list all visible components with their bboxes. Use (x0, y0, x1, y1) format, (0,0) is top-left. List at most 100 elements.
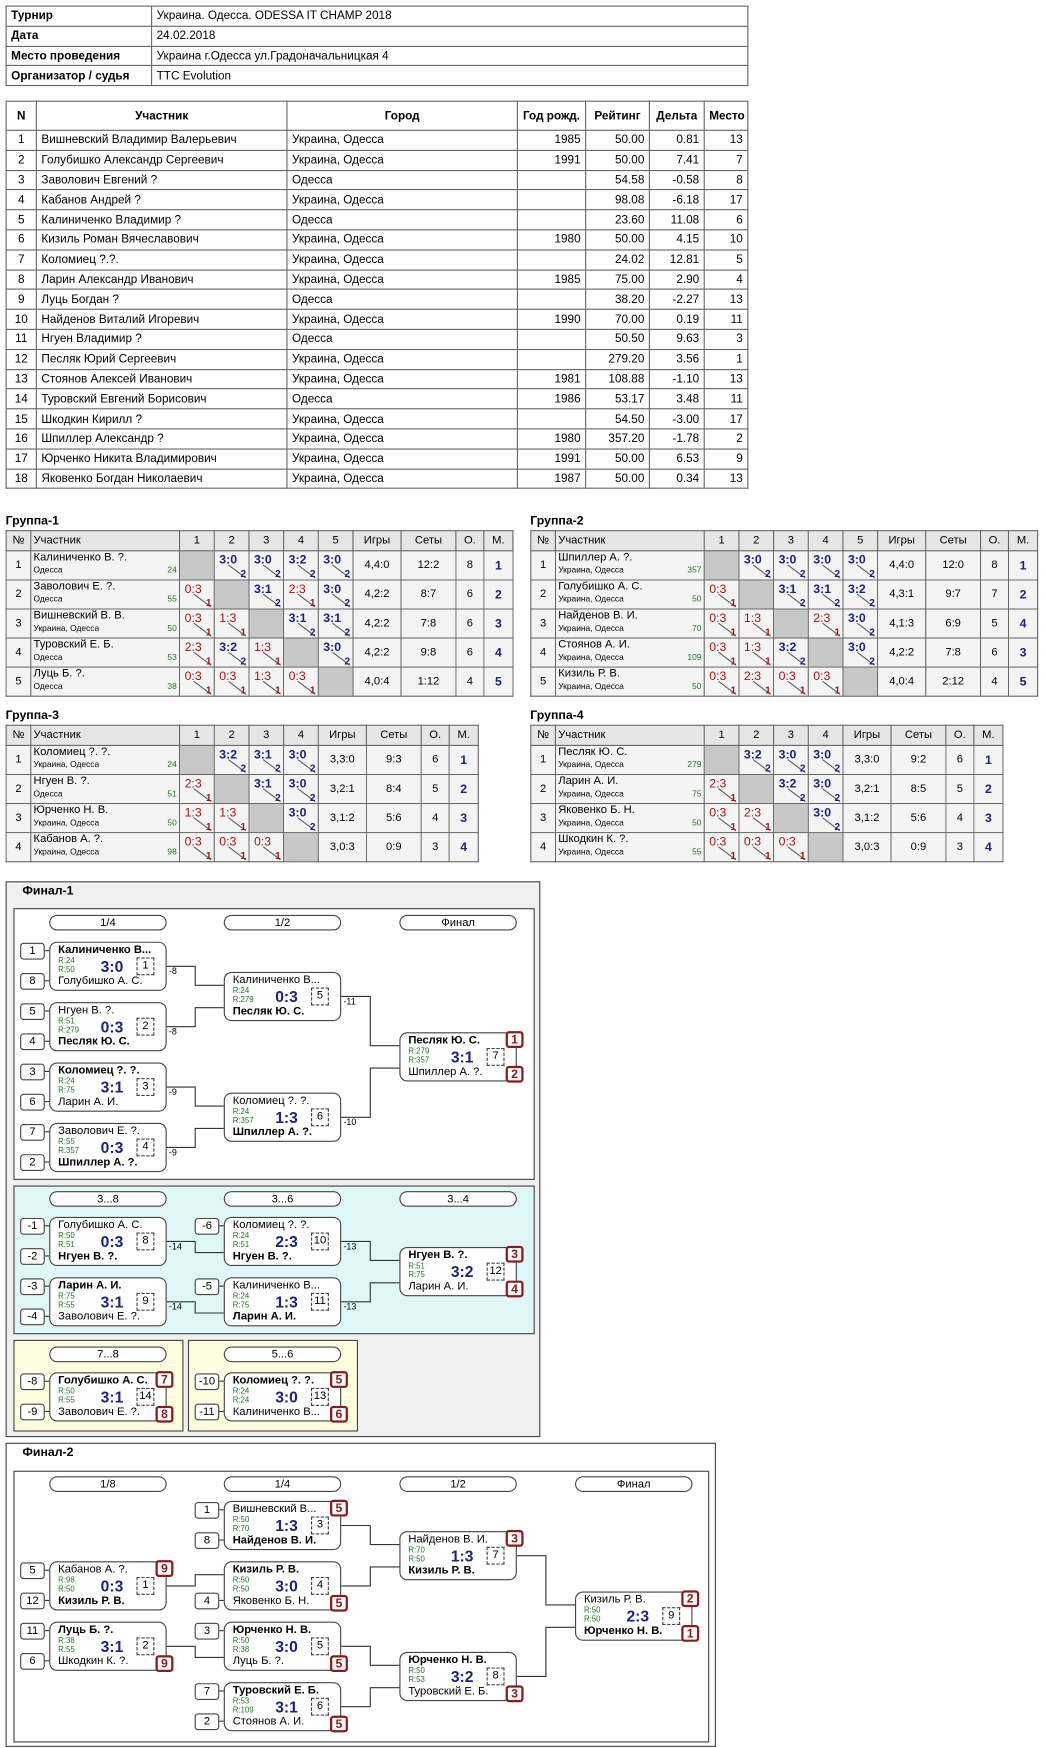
score-cell: 3:0 2 (807, 550, 844, 581)
participant-rating: 98 (167, 846, 177, 857)
match-number: 12 (486, 1262, 505, 1281)
score: 3:0 (778, 553, 797, 568)
seed: 8 (194, 1532, 220, 1549)
sets: 1:12 (400, 666, 457, 697)
participant-name: Коломиец ?. ?. (33, 745, 111, 759)
participant-city: Украина, Одесса (558, 593, 624, 604)
score: 0:3 (813, 669, 831, 684)
diagonal (193, 817, 212, 831)
column-header: Участник (30, 530, 181, 552)
participant-sub: Одесса 51 (34, 788, 177, 799)
diagonal (787, 788, 806, 802)
match-score: 0:3 (100, 1576, 124, 1595)
diagonal (297, 564, 316, 579)
diagonal (718, 593, 737, 608)
rating-1: R:38 (58, 1637, 75, 1646)
cell: 1987 (516, 468, 587, 490)
cell: 9 (5, 288, 37, 310)
match: Коломиец ?. ?. R:24 R:357 1:3 Шпиллер А. ?. 6 (223, 1092, 342, 1142)
cell: 15 (5, 408, 37, 430)
rating-2: R:51 (232, 1241, 250, 1250)
column-header: 3 (773, 724, 809, 746)
participant-city: Украина, Одесса (33, 846, 100, 857)
cell: 3 (5, 169, 37, 191)
header-row: № Участник 1 2 3 4 Игры Сеты О. М. (5, 724, 479, 746)
score: 3:2 (778, 640, 797, 655)
column-header: 1 (703, 530, 740, 552)
diagonal (297, 759, 316, 773)
diagonal (718, 846, 737, 861)
points-total: 6 (455, 608, 485, 639)
player-2: Заволович Е. ?. (58, 1405, 140, 1419)
cell: 70.00 (585, 308, 650, 330)
points: 2 (275, 597, 281, 609)
rating-2: R:357 (408, 1056, 430, 1065)
participant-cell: Шкодкин К. ?. Украина, Одесса 55 (554, 832, 705, 863)
score: 1:3 (253, 640, 272, 655)
player-2: Шпиллер А. ?. (58, 1156, 138, 1169)
diagonal (228, 759, 247, 773)
diagonal (193, 681, 212, 695)
sets: 12:0 (925, 550, 982, 581)
row-number: 4 (530, 832, 556, 863)
participant-name: Яковенко Б. Н. (558, 804, 635, 817)
points: 2 (240, 655, 247, 667)
participant-city: Украина, Одесса (558, 652, 624, 663)
score: 3:2 (288, 553, 307, 568)
connector (166, 1574, 224, 1587)
column-header: Участник (554, 530, 705, 552)
participant-row: 7 Коломиец ?.?. Украина, Одесса 24.02 12.81 5 (5, 249, 749, 271)
match-number: 10 (310, 1232, 329, 1251)
connector (341, 1566, 400, 1587)
score: 1:3 (219, 806, 237, 820)
seed: -10 (194, 1373, 220, 1391)
score: 3:2 (219, 748, 238, 762)
place-box: 4 (505, 1280, 524, 1298)
diagonal (297, 681, 316, 695)
cell: 53.17 (585, 388, 650, 410)
group-row: 2 Ларин А. И. Украина, Одесса 75 2:3 1 3:2 2 3:0… (530, 773, 1004, 805)
connector (166, 1240, 224, 1254)
diagonal (822, 681, 841, 695)
cell: 50.50 (585, 328, 650, 350)
match-number: 1 (136, 1576, 155, 1595)
diagonal (262, 788, 281, 802)
points: 1 (765, 849, 771, 862)
column-header: М. (1007, 530, 1039, 552)
player-2: Ларин А. И. (408, 1280, 469, 1293)
cell: Кизиль Роман Вячеславович (35, 229, 288, 251)
rating-1: R:24 (232, 1108, 250, 1117)
diagonal (822, 817, 841, 831)
participant-row: 18 Яковенко Богдан Николаевич Украина, Оде… (5, 468, 749, 490)
match-score: 3:1 (100, 1387, 124, 1406)
place-box: 3 (505, 1529, 524, 1547)
player-1: Голубишко А. С. (58, 1374, 148, 1387)
group-row: 2 Заволович Е. ?. Одесса 55 0:3 1 3:1 2 2:3 1 3:0 2… (5, 579, 514, 610)
score-cell: 0:3 1 (178, 666, 215, 697)
match-score: 3:1 (100, 1637, 124, 1656)
diagonal (787, 759, 806, 773)
round-header: 5...6 (223, 1346, 342, 1363)
participant-sub: Украина, Одесса 50 (34, 818, 177, 829)
match-score: 0:3 (100, 1232, 124, 1251)
column-header: № (5, 724, 32, 746)
group-row: 1 Песляк Ю. С. Украина, Одесса 279 3:2 2 3:0 2 3… (530, 744, 1004, 776)
column-header: Сеты (365, 724, 422, 746)
place-box: 5 (330, 1499, 348, 1517)
match: Калиниченко В... R:24 R:279 0:3 Песляк Ю. С.… (223, 971, 342, 1022)
score-cell: 3:2 2 (213, 637, 250, 668)
cell: 0.81 (648, 129, 705, 151)
header-row: № Участник 1 2 3 4 Игры Сеты О. М. (530, 724, 1004, 746)
score: 0:3 (219, 835, 237, 849)
sets: 12:2 (400, 550, 457, 581)
loser-destination: -13 (343, 1241, 357, 1252)
games: 3,3:0 (842, 744, 892, 776)
points: 1 (730, 791, 737, 804)
match-number: 9 (136, 1292, 155, 1311)
cell: 1980 (516, 428, 587, 450)
diagonal (297, 817, 316, 831)
participant-city: Украина, Одесса (33, 759, 100, 770)
column-header: М. (483, 530, 514, 552)
score-cell (283, 832, 319, 863)
